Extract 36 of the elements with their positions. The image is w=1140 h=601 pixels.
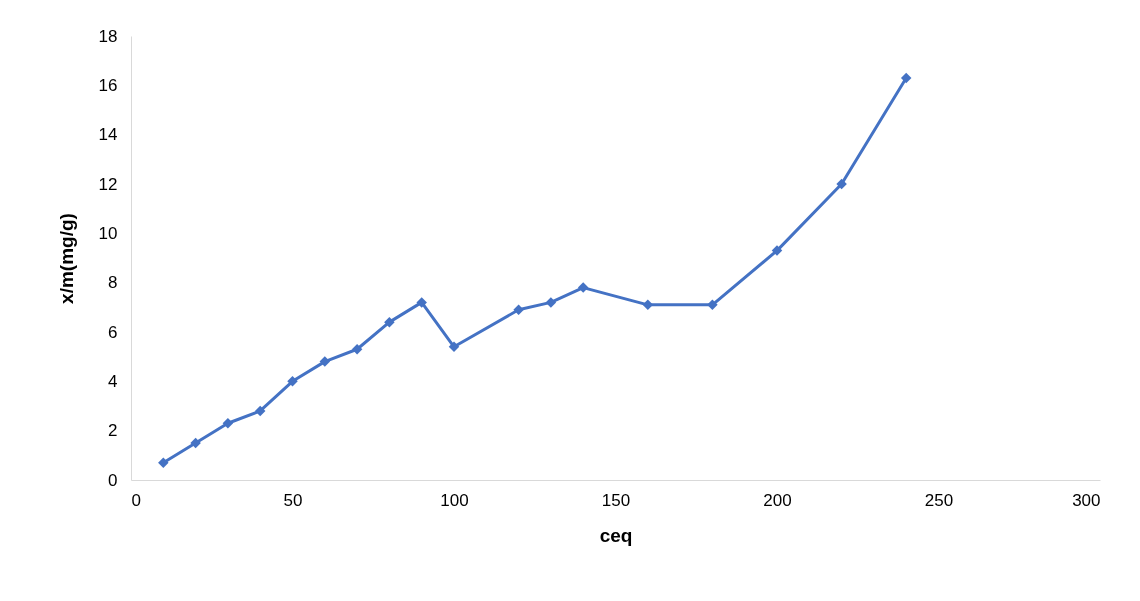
point <box>771 245 783 256</box>
point <box>158 457 169 468</box>
x-tick-label: 300 <box>1072 490 1101 510</box>
point <box>319 356 331 367</box>
y-tick-label: 10 <box>98 223 118 243</box>
x-tick-label: 250 <box>924 490 954 510</box>
x-tick-label: 50 <box>283 490 303 510</box>
point <box>577 282 589 293</box>
x-tick-label: 150 <box>601 490 631 510</box>
point <box>707 299 718 311</box>
point <box>900 72 912 84</box>
point <box>513 304 524 316</box>
x-tick-label: 0 <box>131 490 141 510</box>
y-tick-label: 14 <box>98 125 118 145</box>
y-tick-label: 16 <box>98 75 118 95</box>
y-tick-label: 6 <box>108 322 118 342</box>
y-tick-label: 8 <box>108 273 118 293</box>
point <box>416 297 427 308</box>
point <box>448 341 460 353</box>
x-tick-label: 100 <box>440 490 469 510</box>
y-tick-label: 4 <box>108 371 118 391</box>
y-tick-label: 2 <box>108 421 118 441</box>
point <box>545 297 557 308</box>
point <box>222 418 234 429</box>
y-tick-label: 12 <box>98 174 118 194</box>
y-axis-title: x/m(mg/g) <box>55 213 77 304</box>
point <box>287 376 298 387</box>
x-axis-title: ceq <box>599 524 633 546</box>
y-tick-label: 18 <box>98 26 118 46</box>
x-tick-label: 200 <box>763 490 792 510</box>
point <box>351 344 363 355</box>
point <box>190 437 201 449</box>
point <box>836 178 847 190</box>
y-tick-label: 0 <box>108 470 118 490</box>
point <box>384 316 395 328</box>
point <box>254 405 266 417</box>
